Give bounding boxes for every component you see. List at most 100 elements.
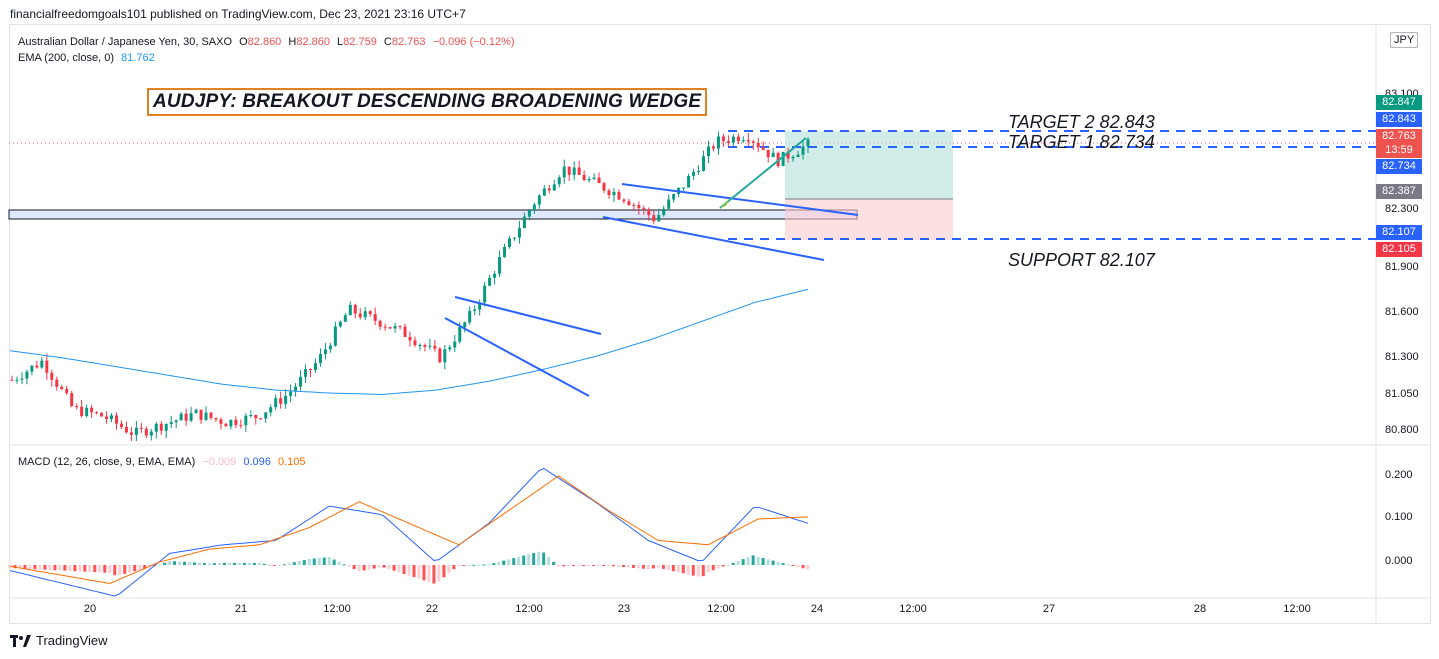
tradingview-brand[interactable]: TradingView — [10, 633, 108, 648]
macd-histogram-bar — [557, 565, 561, 567]
macd-histogram-bar — [691, 565, 695, 576]
close-label: C — [383, 36, 392, 48]
breakout-arrow[interactable] — [719, 137, 807, 209]
candle-body — [363, 311, 367, 318]
macd-tick: 0.200 — [1385, 469, 1413, 481]
macd-histogram-bar — [103, 565, 107, 573]
time-tick: 20 — [83, 603, 97, 615]
candle-body — [443, 349, 447, 363]
wedge1-upper-line[interactable] — [454, 296, 602, 335]
macd-histogram-bar — [287, 563, 291, 565]
candle-body — [204, 412, 208, 420]
candle-body — [169, 422, 173, 425]
ema-label[interactable]: EMA (200, close, 0) — [18, 52, 114, 64]
macd-histogram-bar — [487, 564, 491, 566]
candle-body — [667, 199, 671, 209]
wedge1-lower-line[interactable] — [444, 317, 590, 397]
time-tick: 28 — [1193, 603, 1207, 615]
macd-histogram-bar — [352, 565, 356, 570]
macd-histogram-bar — [761, 558, 765, 565]
wedge2-lower-line[interactable] — [602, 216, 825, 261]
candle-body — [557, 177, 561, 185]
price-tick: 81.050 — [1385, 388, 1419, 400]
candle-body — [488, 277, 492, 286]
macd-label[interactable]: MACD (12, 26, close, 9, EMA, EMA) — [18, 456, 196, 468]
candle-body — [498, 257, 502, 274]
wedge2-upper-line[interactable] — [621, 183, 859, 216]
macd-histogram-bar — [138, 565, 142, 570]
long-stop-zone[interactable] — [785, 199, 953, 240]
target2-label[interactable]: TARGET 2 82.843 — [1008, 112, 1155, 132]
candle-body — [358, 313, 362, 318]
resistance-zone[interactable] — [8, 209, 858, 220]
chart-title-annotation[interactable]: AUDJPY: BREAKOUT DESCENDING BROADENING W… — [147, 88, 708, 116]
macd-histogram-bar — [502, 560, 506, 565]
candle-body — [10, 379, 14, 381]
macd-histogram-bar — [128, 565, 132, 573]
candle-body — [199, 409, 203, 420]
macd-histogram-bar — [587, 565, 591, 566]
macd-histogram-bar — [123, 565, 127, 574]
macd-histogram-bar — [696, 565, 700, 577]
candle-body — [85, 407, 89, 417]
candle-body — [353, 304, 357, 314]
candle-body — [214, 417, 218, 420]
candle-body — [483, 285, 487, 303]
candle-body — [318, 354, 322, 364]
macd-histogram-bar — [53, 565, 57, 571]
macd-histogram-bar — [517, 556, 521, 565]
macd-histogram-bar — [656, 565, 660, 568]
candle-body — [110, 415, 113, 419]
brand-name: TradingView — [36, 633, 108, 648]
price-badge: 82.105 — [1376, 242, 1422, 257]
macd-histogram-bar — [512, 558, 516, 565]
candle-body — [378, 320, 382, 327]
candle-body — [672, 194, 676, 200]
candle-body — [562, 166, 566, 178]
candle-body — [741, 140, 745, 142]
candle-body — [473, 309, 477, 311]
ema-legend: EMA (200, close, 0) 81.762 — [18, 52, 159, 64]
candle-body — [388, 327, 392, 329]
long-target-zone[interactable] — [785, 131, 953, 199]
macd-histogram-bar — [522, 555, 526, 565]
currency-button[interactable]: JPY — [1390, 32, 1419, 48]
low-value: 82.759 — [343, 36, 377, 48]
target1-label[interactable]: TARGET 1 82.734 — [1008, 132, 1155, 152]
candle-body — [736, 136, 740, 142]
candle-body — [224, 423, 228, 427]
candle-body — [50, 372, 54, 380]
macd-hist-value: −0.009 — [202, 456, 237, 468]
candle-body — [702, 156, 706, 171]
macd-histogram-bar — [621, 565, 625, 568]
macd-histogram-bar — [567, 565, 571, 567]
price-badge: 82.387 — [1376, 184, 1422, 199]
macd-histogram-bar — [83, 565, 87, 572]
time-tick: 27 — [1042, 603, 1056, 615]
candle-body — [209, 412, 213, 418]
candle-body — [393, 326, 397, 329]
macd-histogram-bar — [736, 560, 740, 565]
symbol-name[interactable]: Australian Dollar / Japanese Yen, 30, SA… — [18, 36, 233, 48]
high-label: H — [288, 36, 297, 48]
macd-histogram-bar — [307, 558, 311, 565]
macd-histogram-bar — [382, 565, 386, 568]
candle-body — [726, 141, 730, 143]
macd-histogram-bar — [577, 565, 581, 566]
candle-body — [159, 423, 163, 431]
macd-histogram-bar — [532, 553, 536, 565]
candle-body — [607, 190, 611, 196]
price-legend: Australian Dollar / Japanese Yen, 30, SA… — [18, 36, 519, 48]
macd-histogram-bar — [173, 561, 177, 565]
candle-body — [697, 170, 701, 172]
candle-body — [343, 315, 347, 322]
macd-histogram-bar — [427, 565, 431, 582]
macd-histogram-bar — [507, 559, 511, 565]
candle-body — [582, 174, 586, 181]
support-label[interactable]: SUPPORT 82.107 — [1008, 250, 1155, 270]
macd-histogram-bar — [317, 558, 321, 565]
candle-body — [448, 347, 452, 350]
candle-body — [468, 310, 472, 323]
candle-body — [503, 246, 507, 258]
